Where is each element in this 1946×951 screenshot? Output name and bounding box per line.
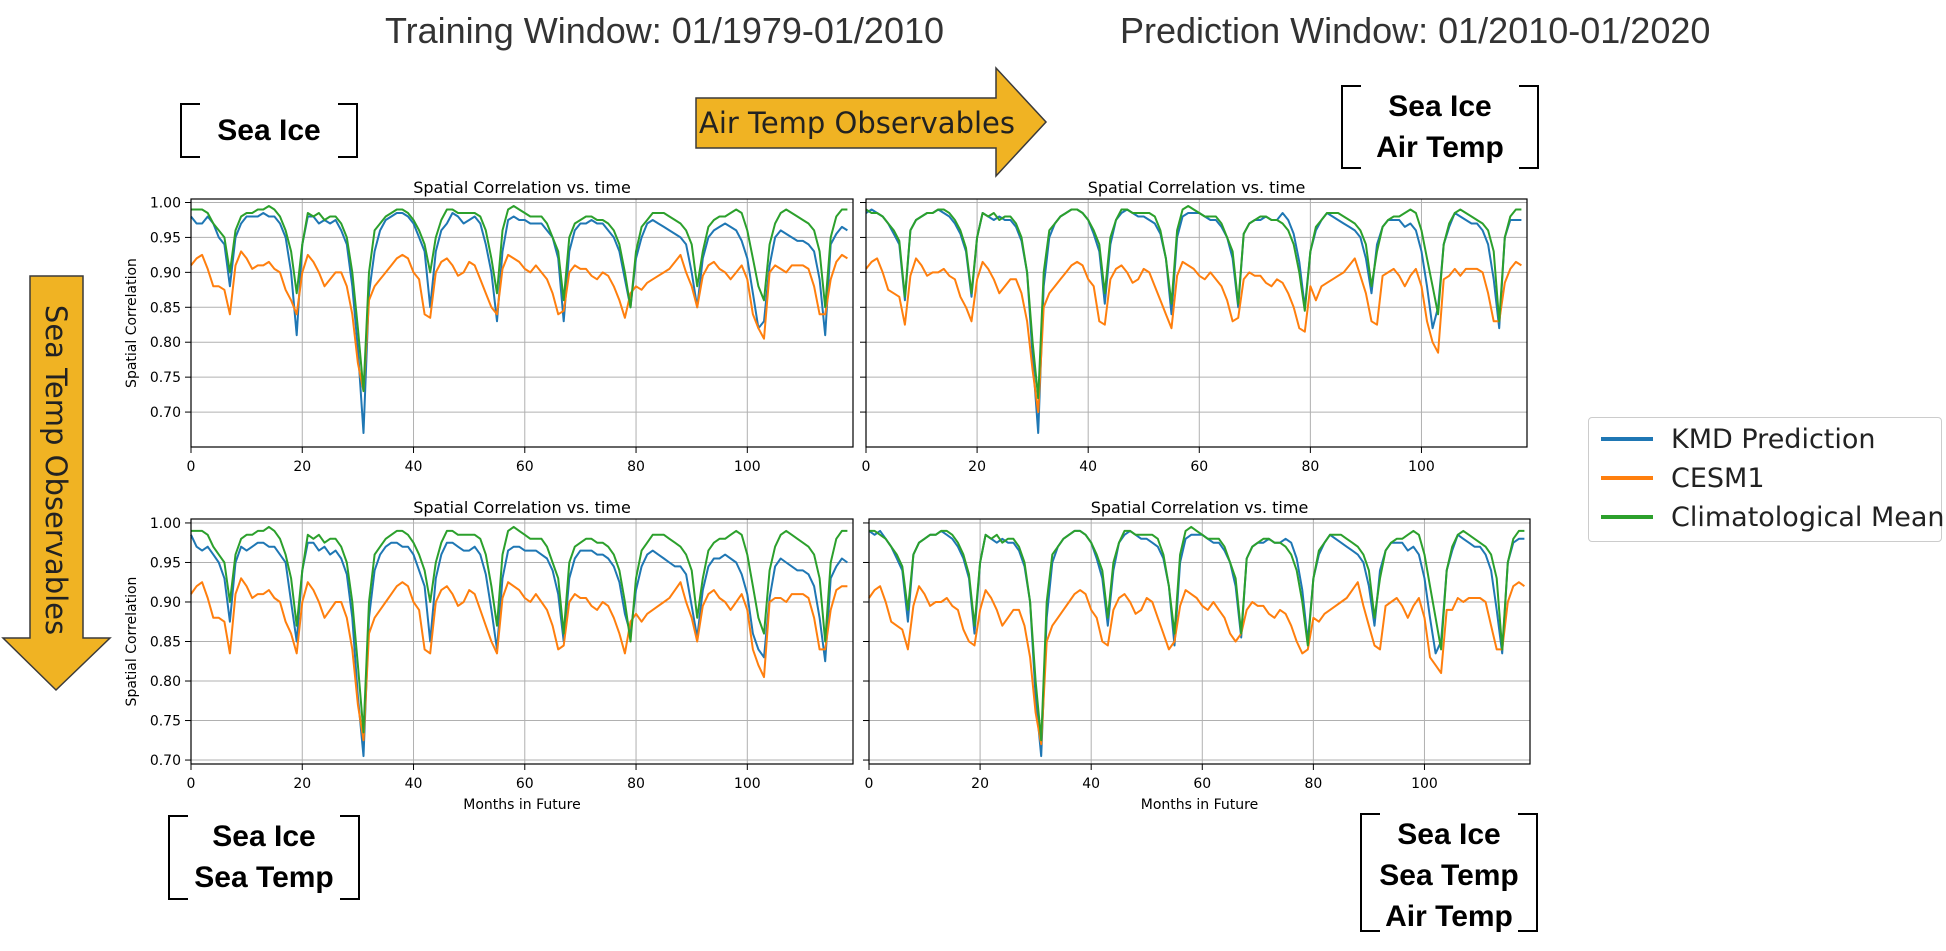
box-bottom-right: Sea Ice Sea Temp Air Temp: [1360, 813, 1538, 933]
x-tick-label: 100: [1408, 459, 1435, 475]
y-tick-label: 0.70: [150, 753, 181, 769]
chart-title: Spatial Correlation vs. time: [1088, 178, 1306, 197]
sea-temp-arrow: Sea Temp Observables: [1, 275, 112, 692]
box-line: Air Temp: [1385, 900, 1513, 933]
legend-item-cesm1: CESM1: [1589, 460, 1765, 496]
legend-label: Climatological Mean: [1671, 501, 1945, 533]
y-tick-label: 0.90: [150, 265, 181, 281]
training-window-header: Training Window: 01/1979-01/2010: [385, 10, 945, 51]
x-tick-label: 0: [187, 776, 196, 792]
x-tick-label: 20: [971, 776, 989, 792]
x-tick-label: 20: [293, 776, 311, 792]
series-line-kmd-prediction: [190, 212, 848, 434]
sea-temp-arrow-shape: [1, 275, 112, 692]
y-tick-label: 0.75: [150, 714, 181, 730]
y-tick-label: 0.80: [150, 335, 181, 351]
chart-title: Spatial Correlation vs. time: [413, 178, 631, 197]
box-line: Sea Ice: [212, 820, 316, 853]
x-tick-label: 100: [1411, 776, 1438, 792]
x-tick-label: 40: [405, 459, 423, 475]
x-tick-label: 80: [627, 776, 645, 792]
x-tick-label: 20: [293, 459, 311, 475]
y-tick-label: 0.95: [150, 230, 181, 246]
legend-label: KMD Prediction: [1671, 423, 1876, 455]
y-tick-label: 0.80: [150, 674, 181, 690]
box-line: Sea Ice: [1397, 818, 1501, 851]
x-tick-label: 60: [1193, 776, 1211, 792]
air-temp-arrow: Air Temp Observables: [695, 66, 1048, 178]
x-axis-label: Months in Future: [463, 797, 580, 813]
box-line: Sea Temp: [194, 861, 334, 894]
box-top-right: Sea Ice Air Temp: [1341, 85, 1539, 169]
legend-swatch: [1601, 515, 1653, 519]
x-tick-label: 0: [865, 776, 874, 792]
legend-item-climatological-mean: Climatological Mean: [1589, 499, 1945, 535]
x-tick-label: 80: [627, 459, 645, 475]
plot-frame: [865, 198, 1528, 448]
air-temp-arrow-label: Air Temp Observables: [699, 106, 1015, 140]
series-line-cesm1: [868, 581, 1525, 746]
x-tick-label: 0: [187, 459, 196, 475]
box-line: Air Temp: [1376, 131, 1504, 164]
x-tick-label: 60: [516, 776, 534, 792]
y-tick-label: 0.90: [150, 595, 181, 611]
y-tick-label: 1.00: [150, 516, 181, 532]
series-line-climatological-mean: [191, 525, 848, 734]
x-tick-label: 0: [862, 459, 871, 475]
y-axis-label: Spatial Correlation: [124, 577, 140, 707]
box-line: Sea Temp: [1379, 859, 1519, 892]
series-line-climatological-mean: [865, 205, 1522, 400]
legend: KMD Prediction CESM1 Climatological Mean: [1588, 417, 1945, 542]
chart-title: Spatial Correlation vs. time: [1091, 498, 1309, 517]
box-bottom-left: Sea Ice Sea Temp: [168, 815, 360, 900]
series-line-climatological-mean: [191, 205, 848, 393]
x-tick-label: 20: [968, 459, 986, 475]
y-tick-label: 0.85: [150, 635, 181, 651]
plot-frame: [190, 198, 854, 448]
x-tick-label: 100: [734, 776, 761, 792]
series-line-cesm1: [190, 577, 848, 742]
x-tick-label: 40: [1079, 459, 1097, 475]
legend-swatch: [1601, 476, 1653, 480]
legend-label: CESM1: [1671, 462, 1765, 494]
legend-swatch: [1601, 437, 1653, 441]
x-tick-label: 60: [1190, 459, 1208, 475]
y-tick-label: 1.00: [150, 195, 181, 211]
sea-temp-arrow-label: Sea Temp Observables: [39, 305, 73, 635]
box-line: Sea Ice: [1388, 90, 1492, 123]
x-tick-label: 40: [1082, 776, 1100, 792]
series-line-climatological-mean: [869, 525, 1525, 742]
y-tick-label: 0.85: [150, 300, 181, 316]
y-tick-label: 0.70: [150, 405, 181, 421]
x-tick-label: 40: [405, 776, 423, 792]
y-tick-label: 0.95: [150, 555, 181, 571]
series-line-cesm1: [865, 257, 1522, 414]
air-temp-arrow-shape: [695, 66, 1048, 178]
x-tick-label: 100: [734, 459, 761, 475]
prediction-window-header: Prediction Window: 01/2010-01/2020: [1120, 10, 1711, 51]
box-top-left: Sea Ice: [180, 103, 358, 158]
y-tick-label: 0.75: [150, 370, 181, 386]
series-line-cesm1: [190, 250, 848, 393]
chart-title: Spatial Correlation vs. time: [413, 498, 631, 517]
legend-item-kmd: KMD Prediction: [1589, 421, 1876, 457]
y-axis-label: Spatial Correlation: [124, 258, 140, 388]
x-tick-label: 80: [1301, 459, 1319, 475]
x-axis-label: Months in Future: [1141, 797, 1258, 813]
x-tick-label: 80: [1304, 776, 1322, 792]
box-line: Sea Ice: [217, 114, 321, 147]
x-tick-label: 60: [516, 459, 534, 475]
